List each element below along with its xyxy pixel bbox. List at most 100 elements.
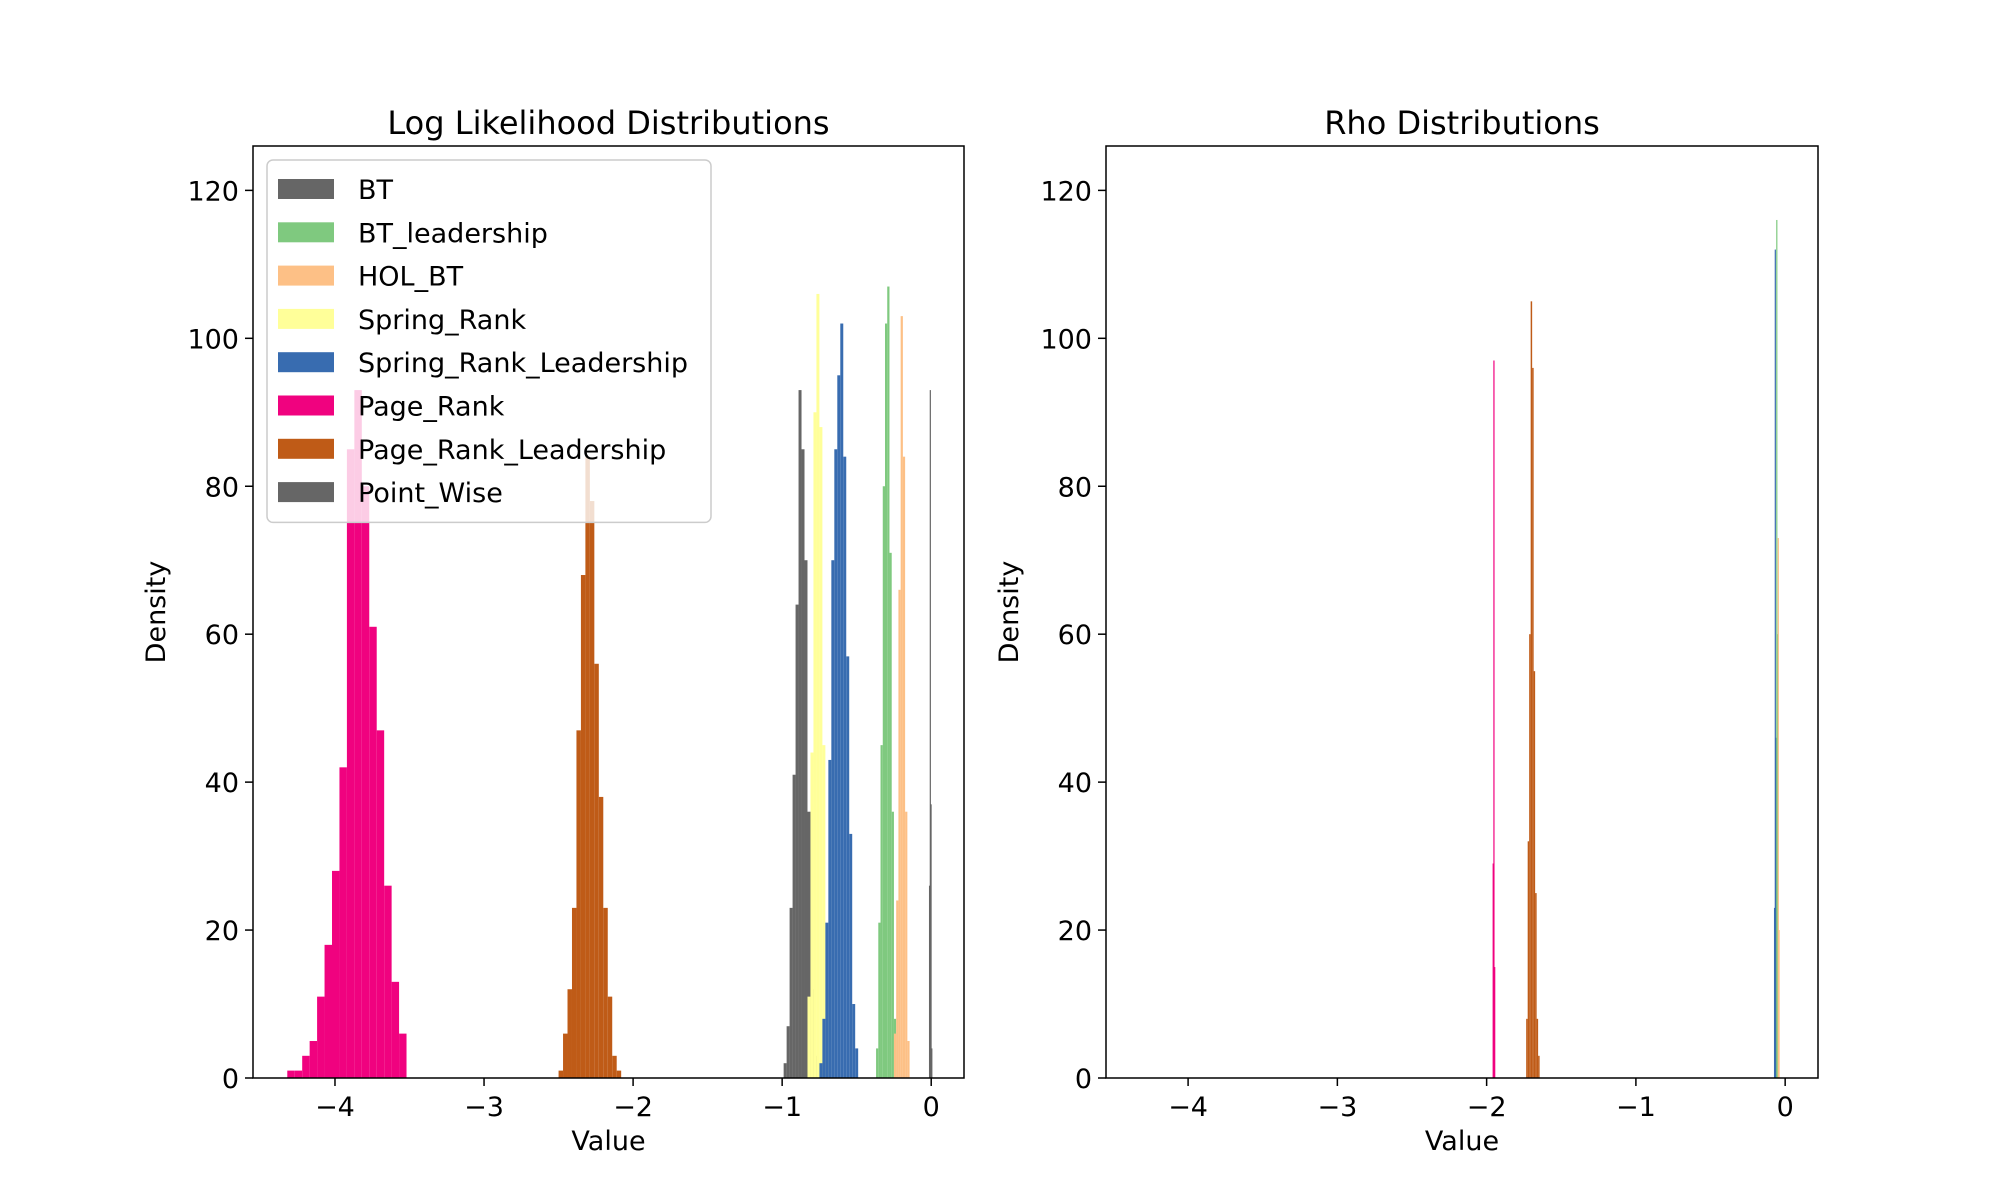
y-tick-label: 100 bbox=[187, 324, 239, 355]
histogram-bar bbox=[1774, 249, 1776, 1079]
histogram-bar bbox=[822, 745, 826, 1078]
histogram-bar bbox=[816, 293, 820, 1078]
histogram-bar bbox=[1536, 1018, 1539, 1078]
y-axis-label: Density bbox=[141, 561, 172, 664]
histogram-bar bbox=[822, 1018, 826, 1078]
x-axis-label: Value bbox=[571, 1126, 645, 1157]
x-tick-label: 0 bbox=[1777, 1092, 1794, 1123]
y-tick-label: 120 bbox=[1040, 176, 1092, 207]
histogram-bar bbox=[1538, 1055, 1540, 1078]
histogram-bar bbox=[1777, 538, 1779, 1078]
histogram-bar bbox=[294, 1070, 303, 1078]
histogram-bar bbox=[585, 456, 590, 1079]
y-tick-label: 60 bbox=[1058, 620, 1092, 651]
histogram-bar bbox=[287, 1070, 295, 1078]
histogram-bar bbox=[317, 996, 325, 1078]
histogram-bar bbox=[819, 427, 823, 1079]
histogram-bar bbox=[880, 745, 883, 1078]
histogram-bar bbox=[807, 811, 811, 1078]
x-ticks: −4 −3 −2 −1 0 bbox=[315, 1078, 940, 1123]
histogram-bar bbox=[376, 730, 385, 1078]
histogram-bar bbox=[354, 390, 362, 1079]
histogram-bar bbox=[885, 323, 888, 1078]
series-page-rank-leadership bbox=[1526, 301, 1540, 1078]
histogram-bar bbox=[792, 774, 796, 1078]
histogram-bar bbox=[324, 944, 332, 1078]
y-tick-label: 0 bbox=[222, 1064, 239, 1095]
legend-label: BT bbox=[358, 175, 394, 206]
x-tick-label: 0 bbox=[923, 1092, 940, 1123]
series-point-wise bbox=[928, 390, 933, 1079]
histogram-bar bbox=[905, 811, 908, 1078]
histogram-bar bbox=[302, 1055, 310, 1078]
y-tick-label: 60 bbox=[205, 620, 239, 651]
histogram-bar bbox=[1530, 301, 1533, 1078]
series-spring-rank-leadership bbox=[1773, 249, 1777, 1079]
legend-swatch bbox=[278, 308, 334, 329]
legend-label: Point_Wise bbox=[358, 478, 503, 509]
legend-swatch bbox=[278, 222, 334, 243]
y-axis-label: Density bbox=[994, 561, 1025, 664]
histogram-bar bbox=[810, 752, 814, 1078]
x-tick-label: −1 bbox=[1616, 1092, 1656, 1123]
histogram-bar bbox=[1775, 737, 1777, 1078]
histogram-bar bbox=[898, 589, 901, 1078]
histogram-bar bbox=[846, 656, 850, 1078]
histogram-bar bbox=[855, 1048, 859, 1078]
y-ticks: 0 20 40 60 80 100 120 bbox=[187, 176, 253, 1095]
chart-title: Log Likelihood Distributions bbox=[387, 104, 829, 142]
series-spring-rank-leadership bbox=[819, 323, 859, 1079]
histogram-bar bbox=[837, 375, 841, 1078]
bars-group bbox=[287, 286, 933, 1079]
histogram-bar bbox=[840, 323, 844, 1078]
histogram-bar bbox=[594, 663, 599, 1078]
histogram-bar bbox=[828, 759, 832, 1078]
histogram-bar bbox=[795, 604, 799, 1078]
legend-swatch bbox=[278, 395, 334, 416]
histogram-bar bbox=[786, 1026, 790, 1078]
histogram-bar bbox=[889, 552, 892, 1078]
histogram-bar bbox=[852, 1004, 856, 1078]
histogram-bar bbox=[1493, 360, 1495, 1078]
chart-title: Rho Distributions bbox=[1324, 104, 1600, 142]
histogram-bar bbox=[558, 1070, 564, 1078]
legend-box bbox=[266, 159, 712, 524]
legend-swatch bbox=[278, 438, 334, 459]
histogram-bar bbox=[563, 1033, 568, 1078]
rho-panel: −4 −3 −2 −1 0 0 20 40 60 80 100 120 Rho Distributi… bbox=[994, 104, 1819, 1157]
x-tick-label: −1 bbox=[762, 1092, 802, 1123]
histogram-bar bbox=[928, 885, 931, 1078]
legend-label: Spring_Rank bbox=[358, 305, 526, 336]
histogram-bar bbox=[361, 486, 370, 1078]
histogram-bar bbox=[931, 1048, 933, 1078]
y-tick-label: 100 bbox=[1040, 324, 1092, 355]
x-ticks: −4 −3 −2 −1 0 bbox=[1168, 1078, 1794, 1123]
histogram-bar bbox=[309, 1041, 318, 1078]
legend-swatch bbox=[278, 352, 334, 373]
histogram-bar bbox=[876, 1048, 879, 1078]
y-tick-label: 80 bbox=[1058, 472, 1092, 503]
histogram-bar bbox=[1492, 863, 1494, 1078]
histogram-bar bbox=[907, 1041, 910, 1078]
histogram-bar bbox=[603, 907, 608, 1078]
histogram-bar bbox=[813, 412, 817, 1078]
histogram-bar bbox=[825, 922, 829, 1078]
histogram-bar bbox=[882, 486, 885, 1078]
histogram-bar bbox=[798, 390, 802, 1079]
series-bt-leadership bbox=[1776, 219, 1779, 1078]
histogram-bar bbox=[612, 1055, 617, 1078]
histogram-bar bbox=[843, 456, 847, 1079]
x-tick-label: −2 bbox=[613, 1092, 653, 1123]
histogram-bar bbox=[607, 996, 613, 1078]
histogram-bar bbox=[576, 730, 581, 1078]
legend-label: BT_leadership bbox=[358, 218, 548, 249]
histogram-bar bbox=[929, 390, 931, 1079]
y-tick-label: 80 bbox=[205, 472, 239, 503]
x-tick-label: −3 bbox=[1317, 1092, 1357, 1123]
histogram-bar bbox=[567, 989, 572, 1078]
y-tick-label: 20 bbox=[1058, 916, 1092, 947]
histogram-bar bbox=[332, 870, 340, 1078]
histogram-bar bbox=[1776, 219, 1778, 1078]
histogram-bar bbox=[1533, 671, 1536, 1078]
